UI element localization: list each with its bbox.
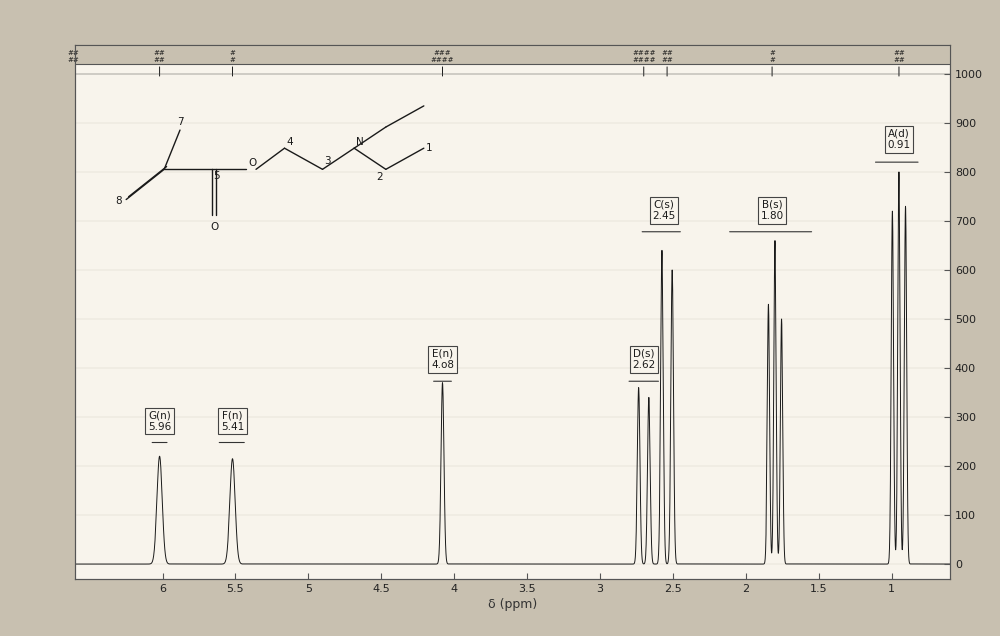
X-axis label: δ (ppm): δ (ppm) (488, 598, 537, 611)
Text: ##
##: ## ## (661, 50, 673, 63)
Text: O: O (211, 222, 219, 232)
Text: ##
##: ## ## (893, 50, 905, 63)
Text: G(n)
5.96: G(n) 5.96 (148, 410, 171, 432)
Text: F(n)
5.41: F(n) 5.41 (221, 410, 244, 432)
Text: 8: 8 (115, 196, 121, 206)
Text: 5: 5 (213, 171, 220, 181)
Text: ##
##: ## ## (68, 50, 79, 63)
Text: ###
####: ### #### (431, 50, 454, 63)
Text: B(s)
1.80: B(s) 1.80 (761, 199, 784, 221)
Text: N: N (356, 137, 364, 147)
Text: 3: 3 (324, 156, 331, 166)
Bar (75, 45, 950, 64)
Text: 7: 7 (177, 117, 183, 127)
Text: 1: 1 (425, 143, 432, 153)
Text: #
#: # # (769, 50, 775, 63)
Text: D(s)
2.62: D(s) 2.62 (632, 349, 655, 370)
Text: 4: 4 (286, 137, 293, 147)
Text: ##
##: ## ## (154, 50, 165, 63)
Text: O: O (248, 158, 256, 168)
Text: #
#: # # (230, 50, 235, 63)
Text: A(d)
0.91: A(d) 0.91 (887, 128, 911, 150)
Text: C(s)
2.45: C(s) 2.45 (653, 199, 676, 221)
Text: ####
####: #### #### (632, 50, 656, 63)
Text: E(n)
4.o8: E(n) 4.o8 (431, 349, 454, 370)
Text: 2: 2 (376, 172, 383, 183)
